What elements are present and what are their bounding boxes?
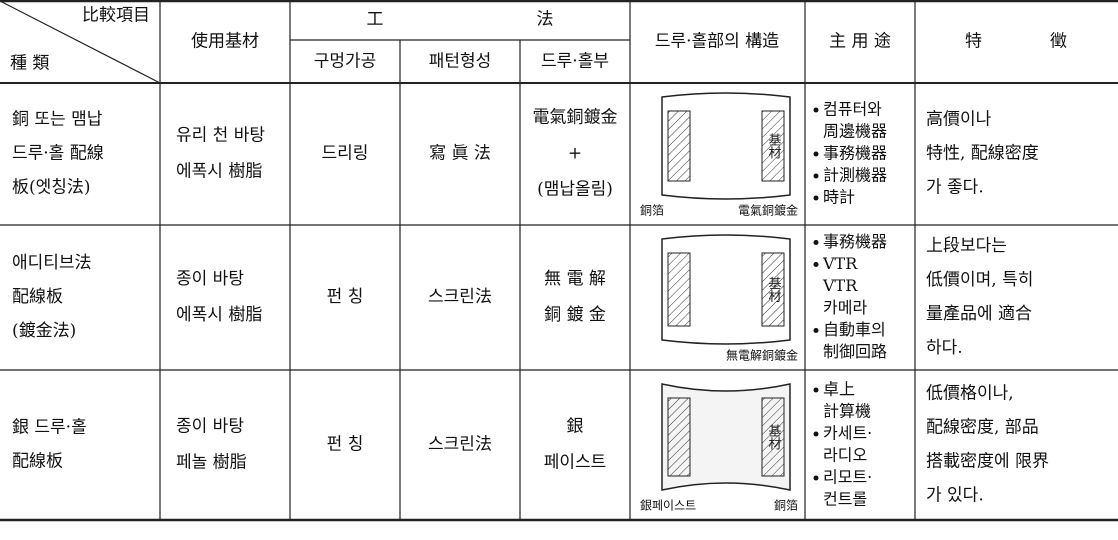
base-left: [667, 252, 691, 327]
kind-text: 配線板: [12, 452, 63, 472]
features-text: 上段보다는: [926, 236, 1007, 256]
header: 比較項目: [82, 6, 150, 26]
bullet: [813, 151, 819, 157]
header: 使用基材: [191, 31, 259, 52]
use-text: 카세트·: [823, 424, 872, 443]
features-text: 特性, 配線密度: [926, 144, 1039, 164]
features-text: 搭載密度에 限界: [926, 452, 1049, 472]
through-text: 페이스트: [544, 453, 607, 473]
header: 法: [537, 10, 554, 30]
use-text: VTR: [822, 276, 858, 295]
bullet: [813, 431, 819, 437]
bullet: [813, 173, 819, 179]
base-right: [761, 397, 785, 477]
use-text: 計測機器: [823, 166, 887, 185]
through-text: +: [568, 144, 582, 164]
pattern-text: 스크린法: [428, 287, 492, 307]
use-text: 時計: [823, 188, 855, 207]
features-text: 하다.: [926, 338, 963, 358]
use-text: 卓上: [823, 380, 855, 399]
use-text: 컨트롤: [823, 490, 867, 509]
kind-text: 銀 드루·홀: [12, 418, 87, 438]
features-text: 가 좋다.: [926, 178, 984, 198]
base-text: 에폭시 樹脂: [176, 162, 262, 182]
features-text: 配線密度, 部品: [926, 418, 1039, 438]
through-text: 銅 鍍 金: [544, 304, 606, 325]
features-text: 量產品에 適合: [926, 304, 1032, 324]
through-text: 銀: [567, 417, 584, 437]
bullet: [813, 387, 819, 393]
kind-text: (鍍金法): [12, 320, 76, 341]
header: 特 徵: [965, 32, 1067, 52]
use-text: 周邊機器: [823, 122, 887, 141]
header: 패턴형성: [429, 52, 492, 72]
diagram-label: 銅箔: [640, 203, 664, 218]
base-right: [761, 110, 785, 182]
base-left: [667, 397, 691, 477]
features-text: 低價格이나,: [926, 384, 1014, 404]
grid: [0, 0, 1118, 522]
use-text: 컴퓨터와: [823, 100, 882, 119]
through-text: 電氣銅鍍金: [533, 107, 618, 128]
base-text: 종이 바탕: [176, 417, 244, 437]
diagram-label: 無電解銅鍍金: [726, 348, 798, 363]
use-text: 事務機器: [823, 144, 887, 163]
through-text: (맴납올림): [537, 180, 613, 200]
kind-text: 애디티브法: [12, 253, 92, 273]
bullet: [813, 328, 819, 333]
header: 구멍가공: [314, 52, 377, 72]
use-text: VTR: [822, 254, 858, 273]
base-right: [761, 252, 785, 327]
base-label: 基材: [766, 277, 782, 303]
base-text: 에폭시 樹脂: [176, 305, 262, 325]
use-text: 制御回路: [823, 342, 887, 361]
base-text: 종이 바탕: [176, 269, 244, 289]
base-label: 基材: [766, 133, 782, 159]
bullet: [813, 262, 819, 267]
features-text: 가 있다.: [926, 486, 984, 506]
diagram-label: 電氣銅鍍金: [738, 203, 798, 218]
diagram-label: 銅箔: [774, 498, 798, 513]
structure-outline: [661, 92, 791, 200]
features-text: 低價이며, 특히: [926, 270, 1033, 290]
bullet: [813, 240, 819, 245]
bullet: [813, 195, 819, 201]
kind-text: 드루·홀 配線: [12, 144, 104, 164]
kind-text: 配線板: [12, 287, 63, 307]
hole-text: 펀 칭: [327, 287, 364, 307]
base-label: 基材: [766, 424, 782, 450]
structure-outline: [661, 383, 791, 491]
header: 主 用 途: [829, 32, 891, 52]
header: 드루·홀部의 構造: [655, 32, 779, 52]
pattern-text: 스크린法: [428, 435, 492, 455]
structure-outline: [661, 234, 791, 345]
diagram-label: 銀페이스트: [640, 499, 696, 513]
header: 種 類: [10, 54, 49, 74]
use-text: 計算機: [823, 402, 871, 421]
hole-text: 펀 칭: [327, 435, 364, 455]
through-text: 無 電 解: [544, 269, 606, 289]
base-text: 페놀 樹脂: [176, 453, 247, 473]
base-left: [667, 110, 691, 182]
use-text: 리모트·: [823, 468, 872, 487]
kind-text: 板(엣칭法): [12, 178, 91, 198]
bullet: [813, 475, 819, 481]
header: 工: [367, 10, 384, 30]
use-text: 自動車의: [823, 320, 886, 339]
use-text: 事務機器: [823, 232, 887, 251]
header: 드루·홀부: [541, 52, 609, 72]
features-text: 高價이나: [926, 110, 992, 130]
use-text: 카메라: [823, 298, 867, 317]
pattern-text: 寫 眞 法: [429, 144, 491, 164]
kind-text: 銅 또는 맴납: [12, 110, 103, 130]
use-text: 라디오: [823, 446, 867, 465]
hole-text: 드리링: [322, 144, 369, 164]
base-text: 유리 천 바탕: [176, 126, 265, 146]
bullet: [813, 107, 819, 113]
